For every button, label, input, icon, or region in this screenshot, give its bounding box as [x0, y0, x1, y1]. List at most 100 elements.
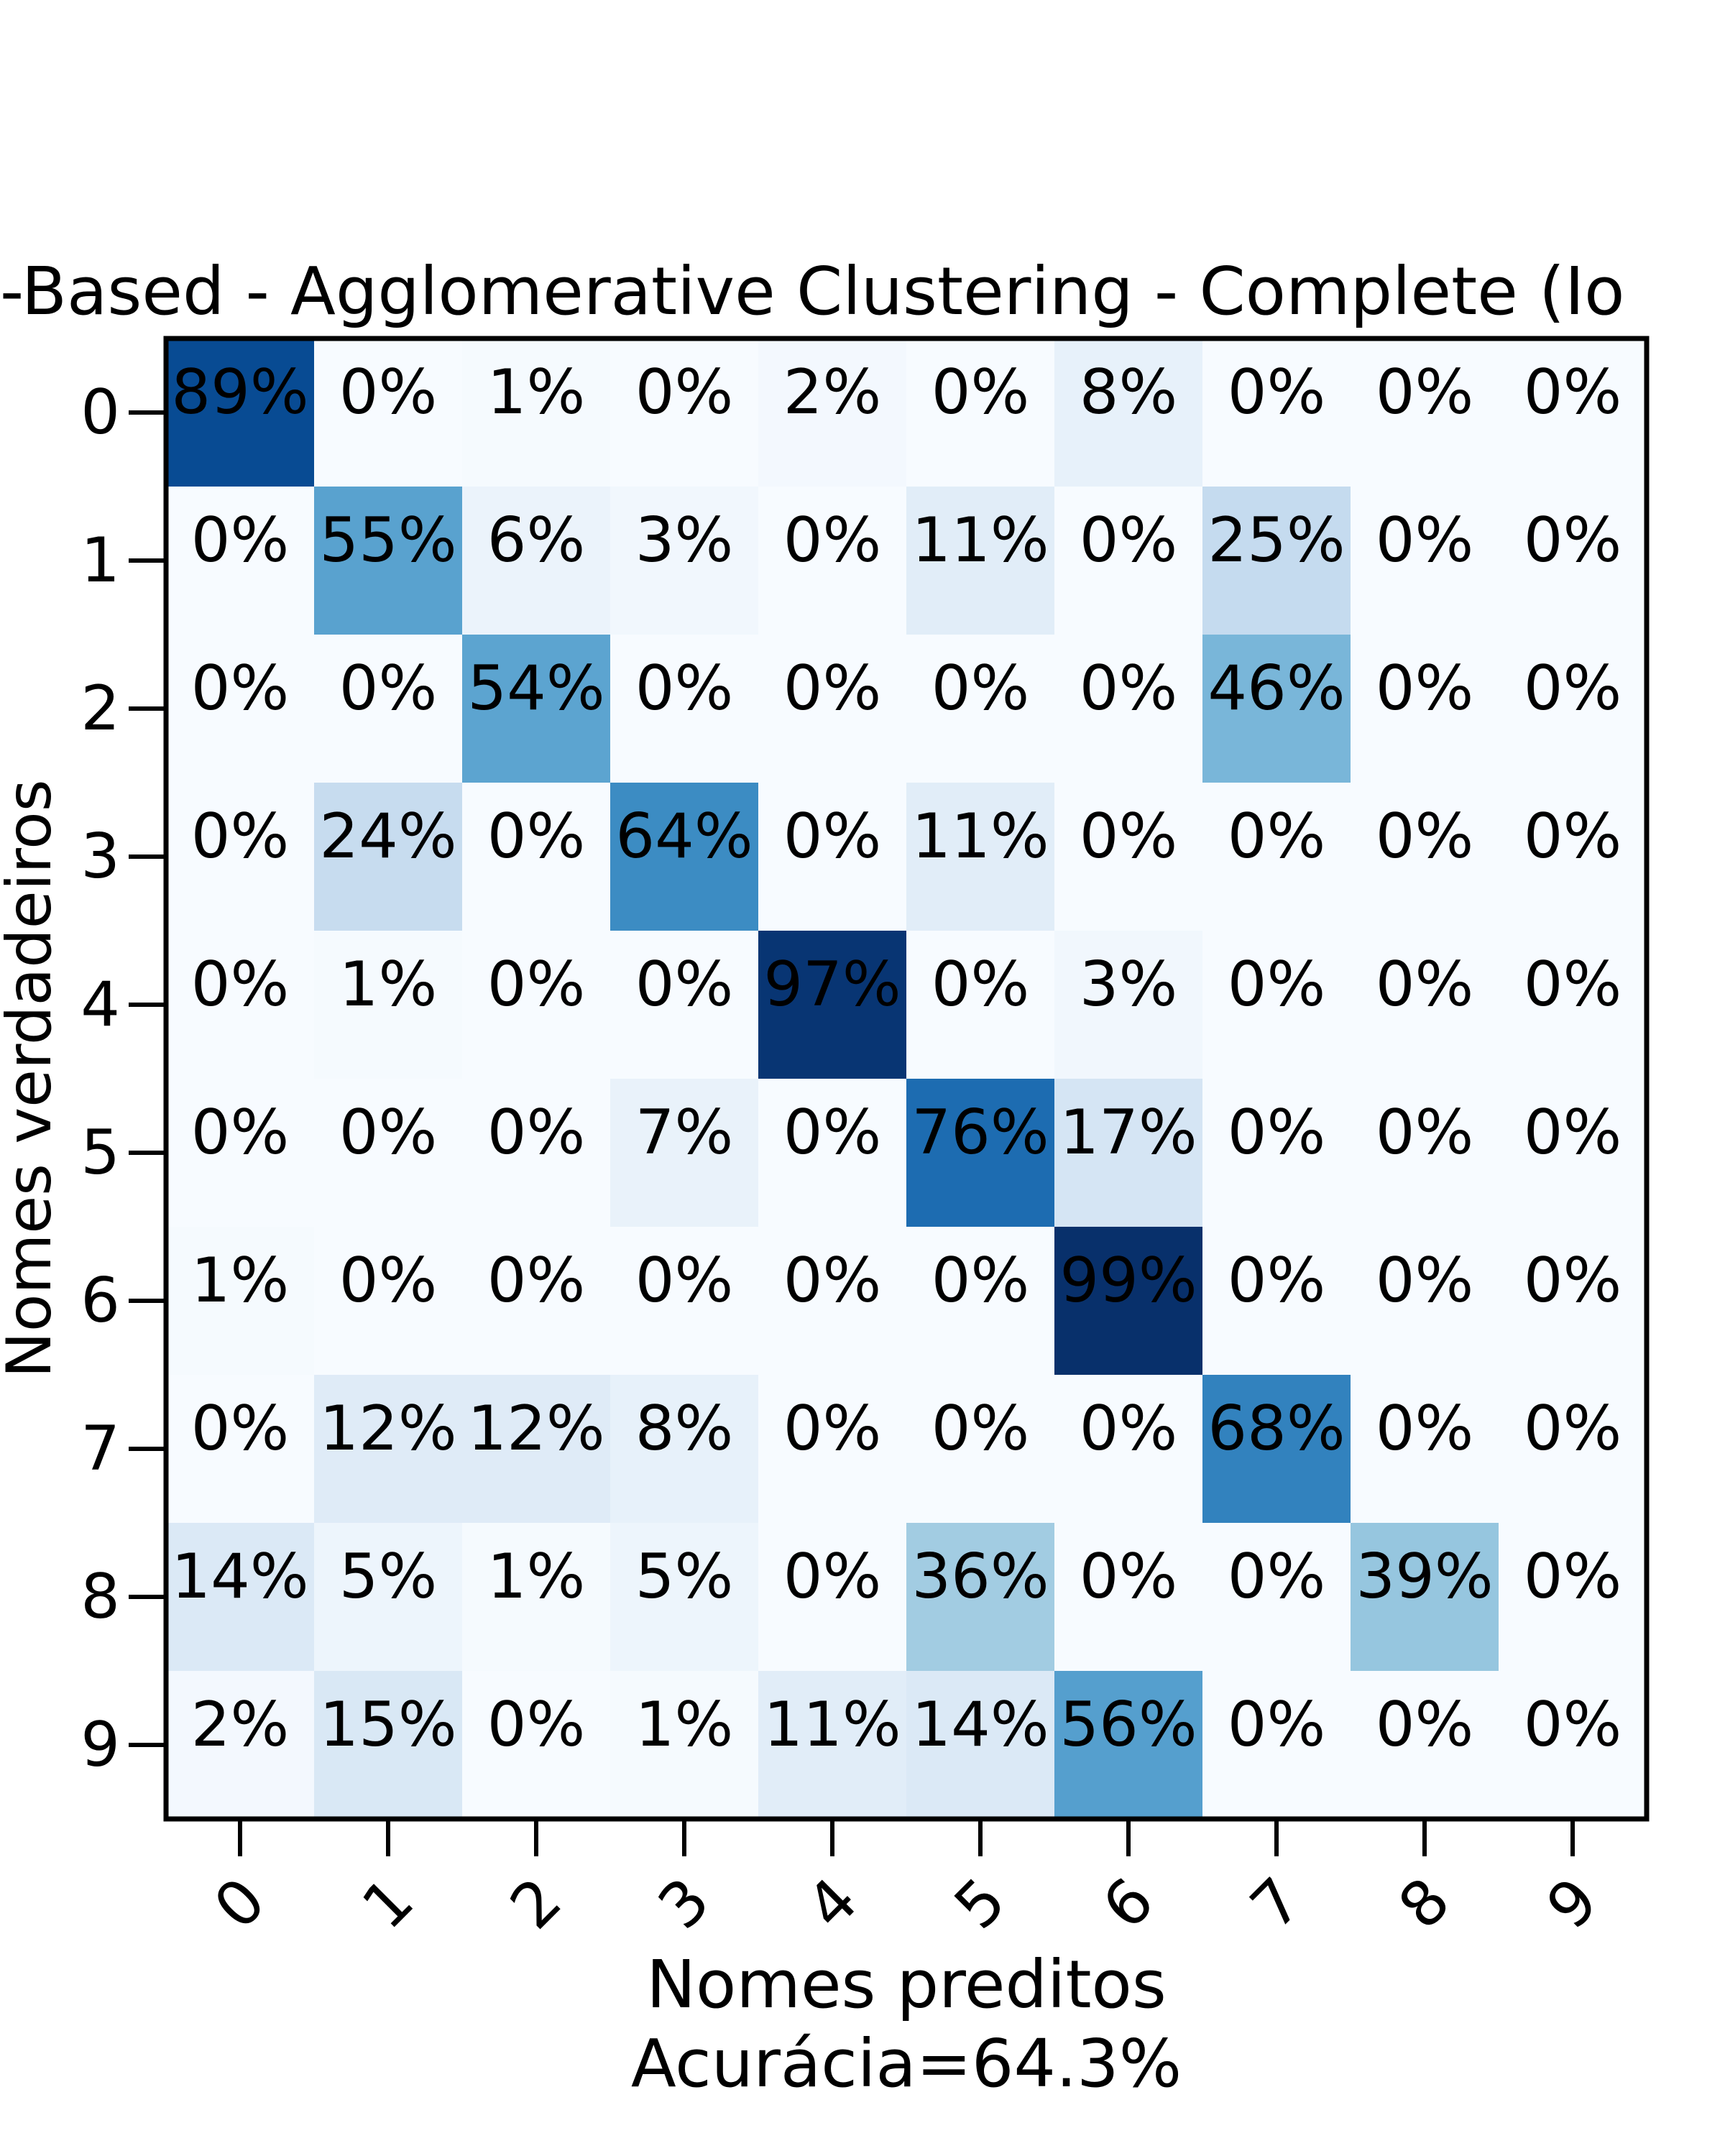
- heatmap-cell: [610, 1523, 759, 1672]
- cell-value-label: 1%: [487, 1541, 585, 1613]
- heatmap-cell: [314, 1671, 463, 1820]
- cell-value-label: 0%: [191, 505, 289, 576]
- heatmap-cell: [314, 931, 463, 1079]
- heatmap-cell: [1351, 635, 1499, 783]
- heatmap-cell: [1202, 1227, 1351, 1376]
- heatmap-cell: [462, 1079, 611, 1227]
- cell-value-label: 0%: [487, 1689, 585, 1761]
- cell-value-label: 0%: [783, 653, 881, 724]
- heatmap-cell: [1054, 1079, 1203, 1227]
- heatmap-cell: [462, 1227, 611, 1376]
- y-tick-label: 1: [80, 525, 120, 596]
- y-tick-label: 0: [80, 377, 120, 448]
- x-tick-label: 6: [1089, 1864, 1167, 1943]
- y-axis-label: Nomes verdadeiros: [0, 780, 65, 1378]
- heatmap-cell: [610, 338, 759, 487]
- cell-value-label: 36%: [911, 1541, 1049, 1613]
- cell-value-label: 0%: [1524, 1245, 1622, 1317]
- cell-value-label: 2%: [191, 1689, 289, 1761]
- heatmap-cell: [166, 635, 315, 783]
- cell-value-label: 0%: [1228, 949, 1325, 1021]
- x-tick-label: 2: [497, 1864, 575, 1943]
- heatmap-cell: [462, 783, 611, 931]
- cell-value-label: 0%: [1228, 1541, 1325, 1613]
- cell-value-label: 2%: [783, 356, 881, 428]
- heatmap-cell: [462, 338, 611, 487]
- cell-value-label: 0%: [783, 1245, 881, 1317]
- heatmap-cell: [906, 1079, 1055, 1227]
- cell-value-label: 0%: [339, 1245, 437, 1317]
- x-tick-label: 3: [645, 1864, 723, 1943]
- cell-value-label: 0%: [1524, 1097, 1622, 1169]
- cell-value-label: 24%: [319, 801, 456, 872]
- cell-value-label: 54%: [467, 653, 604, 724]
- cell-value-label: 1%: [191, 1245, 289, 1317]
- heatmap-cell: [166, 931, 315, 1079]
- cell-value-label: 68%: [1208, 1393, 1345, 1465]
- cell-value-label: 55%: [319, 505, 456, 576]
- y-tick-label: 4: [80, 969, 120, 1041]
- heatmap-cell: [1499, 1523, 1647, 1672]
- cell-value-label: 0%: [339, 356, 437, 428]
- y-tick-label: 9: [80, 1709, 120, 1781]
- heatmap-cell: [1351, 1079, 1499, 1227]
- cell-value-label: 0%: [339, 1097, 437, 1169]
- heatmap-cell: [462, 487, 611, 635]
- y-tick-label: 3: [80, 821, 120, 893]
- cell-value-label: 0%: [1228, 1097, 1325, 1169]
- heatmap-cell: [1351, 1671, 1499, 1820]
- heatmap-cell: [462, 635, 611, 783]
- cell-value-label: 0%: [1228, 1245, 1325, 1317]
- cell-value-label: 0%: [1524, 801, 1622, 872]
- heatmap-cell: [1499, 338, 1647, 487]
- heatmap-cells: [166, 338, 1647, 1820]
- cell-value-label: 0%: [1376, 1689, 1473, 1761]
- cell-value-label: 0%: [1524, 653, 1622, 724]
- cell-value-label: 8%: [1080, 356, 1177, 428]
- heatmap-cell: [1499, 635, 1647, 783]
- heatmap-cell: [1351, 1375, 1499, 1524]
- heatmap-cell: [758, 635, 907, 783]
- cell-value-label: 17%: [1059, 1097, 1197, 1169]
- heatmap-cell: [462, 1375, 611, 1524]
- cell-value-label: 0%: [1376, 356, 1473, 428]
- cell-value-label: 97%: [763, 949, 901, 1021]
- cell-value-label: 0%: [932, 1245, 1029, 1317]
- cell-value-label: 12%: [467, 1393, 604, 1465]
- heatmap-cell: [610, 1671, 759, 1820]
- cell-value-label: 0%: [635, 949, 733, 1021]
- heatmap-cell: [758, 338, 907, 487]
- cell-value-label: 64%: [615, 801, 753, 872]
- cell-value-label: 12%: [319, 1393, 456, 1465]
- cell-value-label: 0%: [932, 949, 1029, 1021]
- cell-labels: 89% 0% 1% 0% 2% 0% 8% 0% 0% 0% 0% 55% 6% 3% 0% 11% 0% 25%…: [171, 356, 1622, 1761]
- heatmap-cell: [610, 635, 759, 783]
- heatmap-cell: [610, 1375, 759, 1524]
- heatmap-cell: [1351, 1227, 1499, 1376]
- heatmap-cell: [1054, 635, 1203, 783]
- y-tick-label: 2: [80, 673, 120, 745]
- heatmap-cell: [314, 487, 463, 635]
- heatmap-cell: [1499, 1375, 1647, 1524]
- heatmap-cell: [314, 1227, 463, 1376]
- cell-value-label: 0%: [1080, 505, 1177, 576]
- x-tick-label: 1: [349, 1864, 427, 1943]
- chart-title: -Based - Agglomerative Clustering - Comp…: [0, 253, 1624, 330]
- heatmap-cell: [166, 1227, 315, 1376]
- x-tick-label: 9: [1533, 1864, 1611, 1943]
- cell-value-label: 11%: [911, 505, 1049, 576]
- cell-value-label: 0%: [339, 653, 437, 724]
- cell-value-label: 5%: [635, 1541, 733, 1613]
- cell-value-label: 0%: [783, 801, 881, 872]
- cell-value-label: 11%: [763, 1689, 901, 1761]
- heatmap-cell: [1202, 1671, 1351, 1820]
- cell-value-label: 15%: [319, 1689, 456, 1761]
- heatmap-cell: [1202, 783, 1351, 931]
- heatmap-cell: [166, 1079, 315, 1227]
- cell-value-label: 0%: [1228, 356, 1325, 428]
- cell-value-label: 14%: [171, 1541, 308, 1613]
- heatmap-cell: [462, 1523, 611, 1672]
- cell-value-label: 39%: [1356, 1541, 1493, 1613]
- cell-value-label: 1%: [339, 949, 437, 1021]
